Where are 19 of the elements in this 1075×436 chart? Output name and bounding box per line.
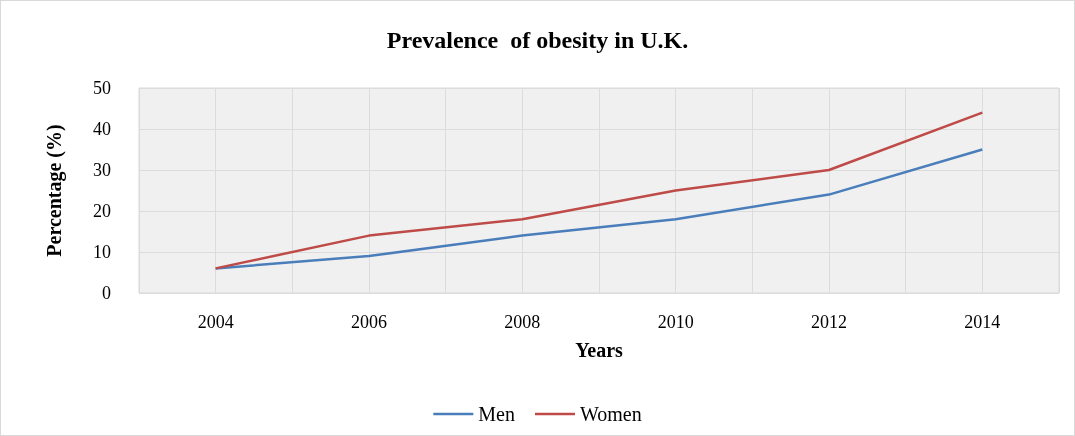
y-tick-label: 40	[93, 119, 111, 139]
legend-label: Women	[579, 403, 642, 425]
legend-label: Men	[478, 403, 515, 425]
y-tick-label: 10	[93, 242, 111, 262]
line-series	[214, 111, 984, 270]
chart-title: Prevalence of obesity in U.K.	[386, 27, 689, 53]
y-tick-label: 50	[93, 78, 111, 98]
y-tick-label: 30	[93, 160, 111, 180]
x-tick-label: 2010	[657, 312, 694, 332]
y-axis-title: Percentage (%)	[43, 124, 66, 257]
line-series	[214, 148, 984, 270]
x-tick-label: 2008	[504, 312, 541, 332]
x-tick-label: 2006	[351, 312, 387, 332]
y-tick-label: 20	[93, 201, 111, 221]
x-tick-label: 2004	[197, 312, 234, 332]
x-axis-title: Years	[575, 339, 624, 361]
x-tick-label: 2012	[811, 312, 847, 332]
x-tick-label: 2014	[964, 312, 1001, 332]
y-tick-label: 0	[102, 283, 111, 303]
